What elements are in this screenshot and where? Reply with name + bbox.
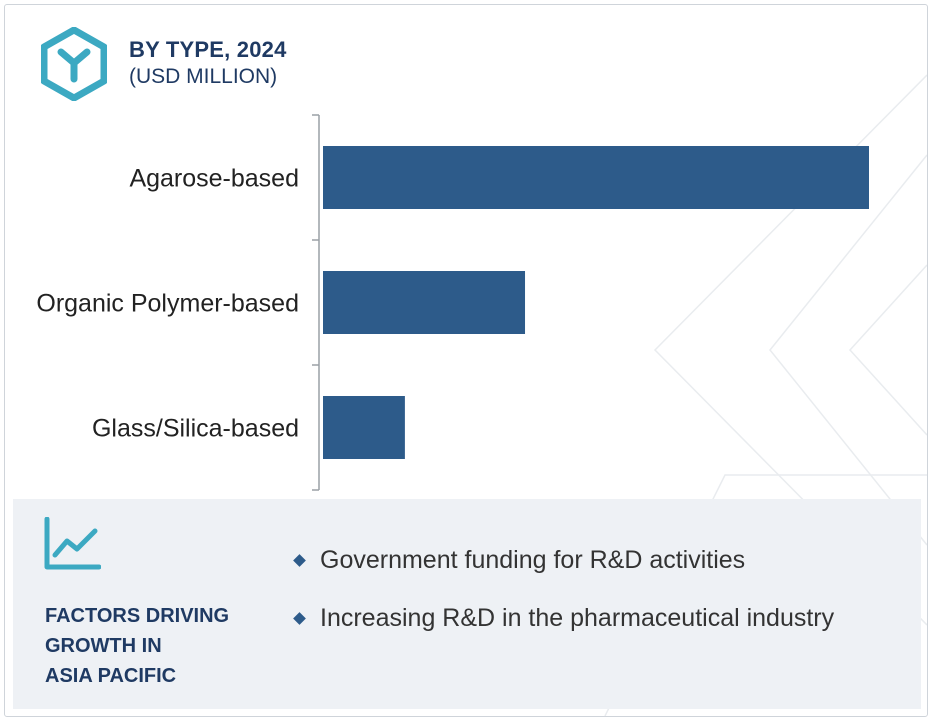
hexagon-y-icon [41, 27, 107, 101]
category-label: Glass/Silica-based [92, 415, 299, 443]
factors-heading-line-1: FACTORS DRIVING [45, 605, 230, 627]
factors-heading: FACTORS DRIVING GROWTH IN ASIA PACIFIC [45, 601, 275, 691]
growth-factors-panel: FACTORS DRIVING GROWTH IN ASIA PACIFIC G… [13, 499, 921, 709]
chart-card: BY TYPE, 2024 (USD MILLION) Agarose-base… [4, 4, 928, 717]
category-label: Organic Polymer-based [36, 290, 299, 318]
bar-chart: Agarose-based Organic Polymer-based Glass/… [36, 114, 869, 491]
factors-list: Government funding for R&D activities In… [291, 545, 834, 661]
factor-text: Increasing R&D in the pharmaceutical ind… [320, 603, 835, 632]
bar-organic-polymer-based [323, 271, 526, 334]
diamond-bullet-icon [293, 611, 306, 625]
chart-title: BY TYPE, 2024 [129, 37, 287, 62]
trend-line-icon [44, 517, 101, 570]
category-label: Agarose-based [129, 165, 299, 193]
factors-heading-line-2: GROWTH IN [45, 635, 162, 657]
list-item: Government funding for R&D activities [291, 545, 834, 575]
factors-heading-line-3: ASIA PACIFIC [45, 665, 177, 687]
diamond-bullet-icon [293, 553, 306, 567]
bar-agarose-based [323, 146, 869, 209]
chart-subtitle: (USD MILLION) [129, 65, 278, 88]
list-item: Increasing R&D in the pharmaceutical ind… [291, 603, 834, 633]
bar-glass-silica-based [323, 396, 405, 459]
factor-text: Government funding for R&D activities [320, 545, 746, 574]
